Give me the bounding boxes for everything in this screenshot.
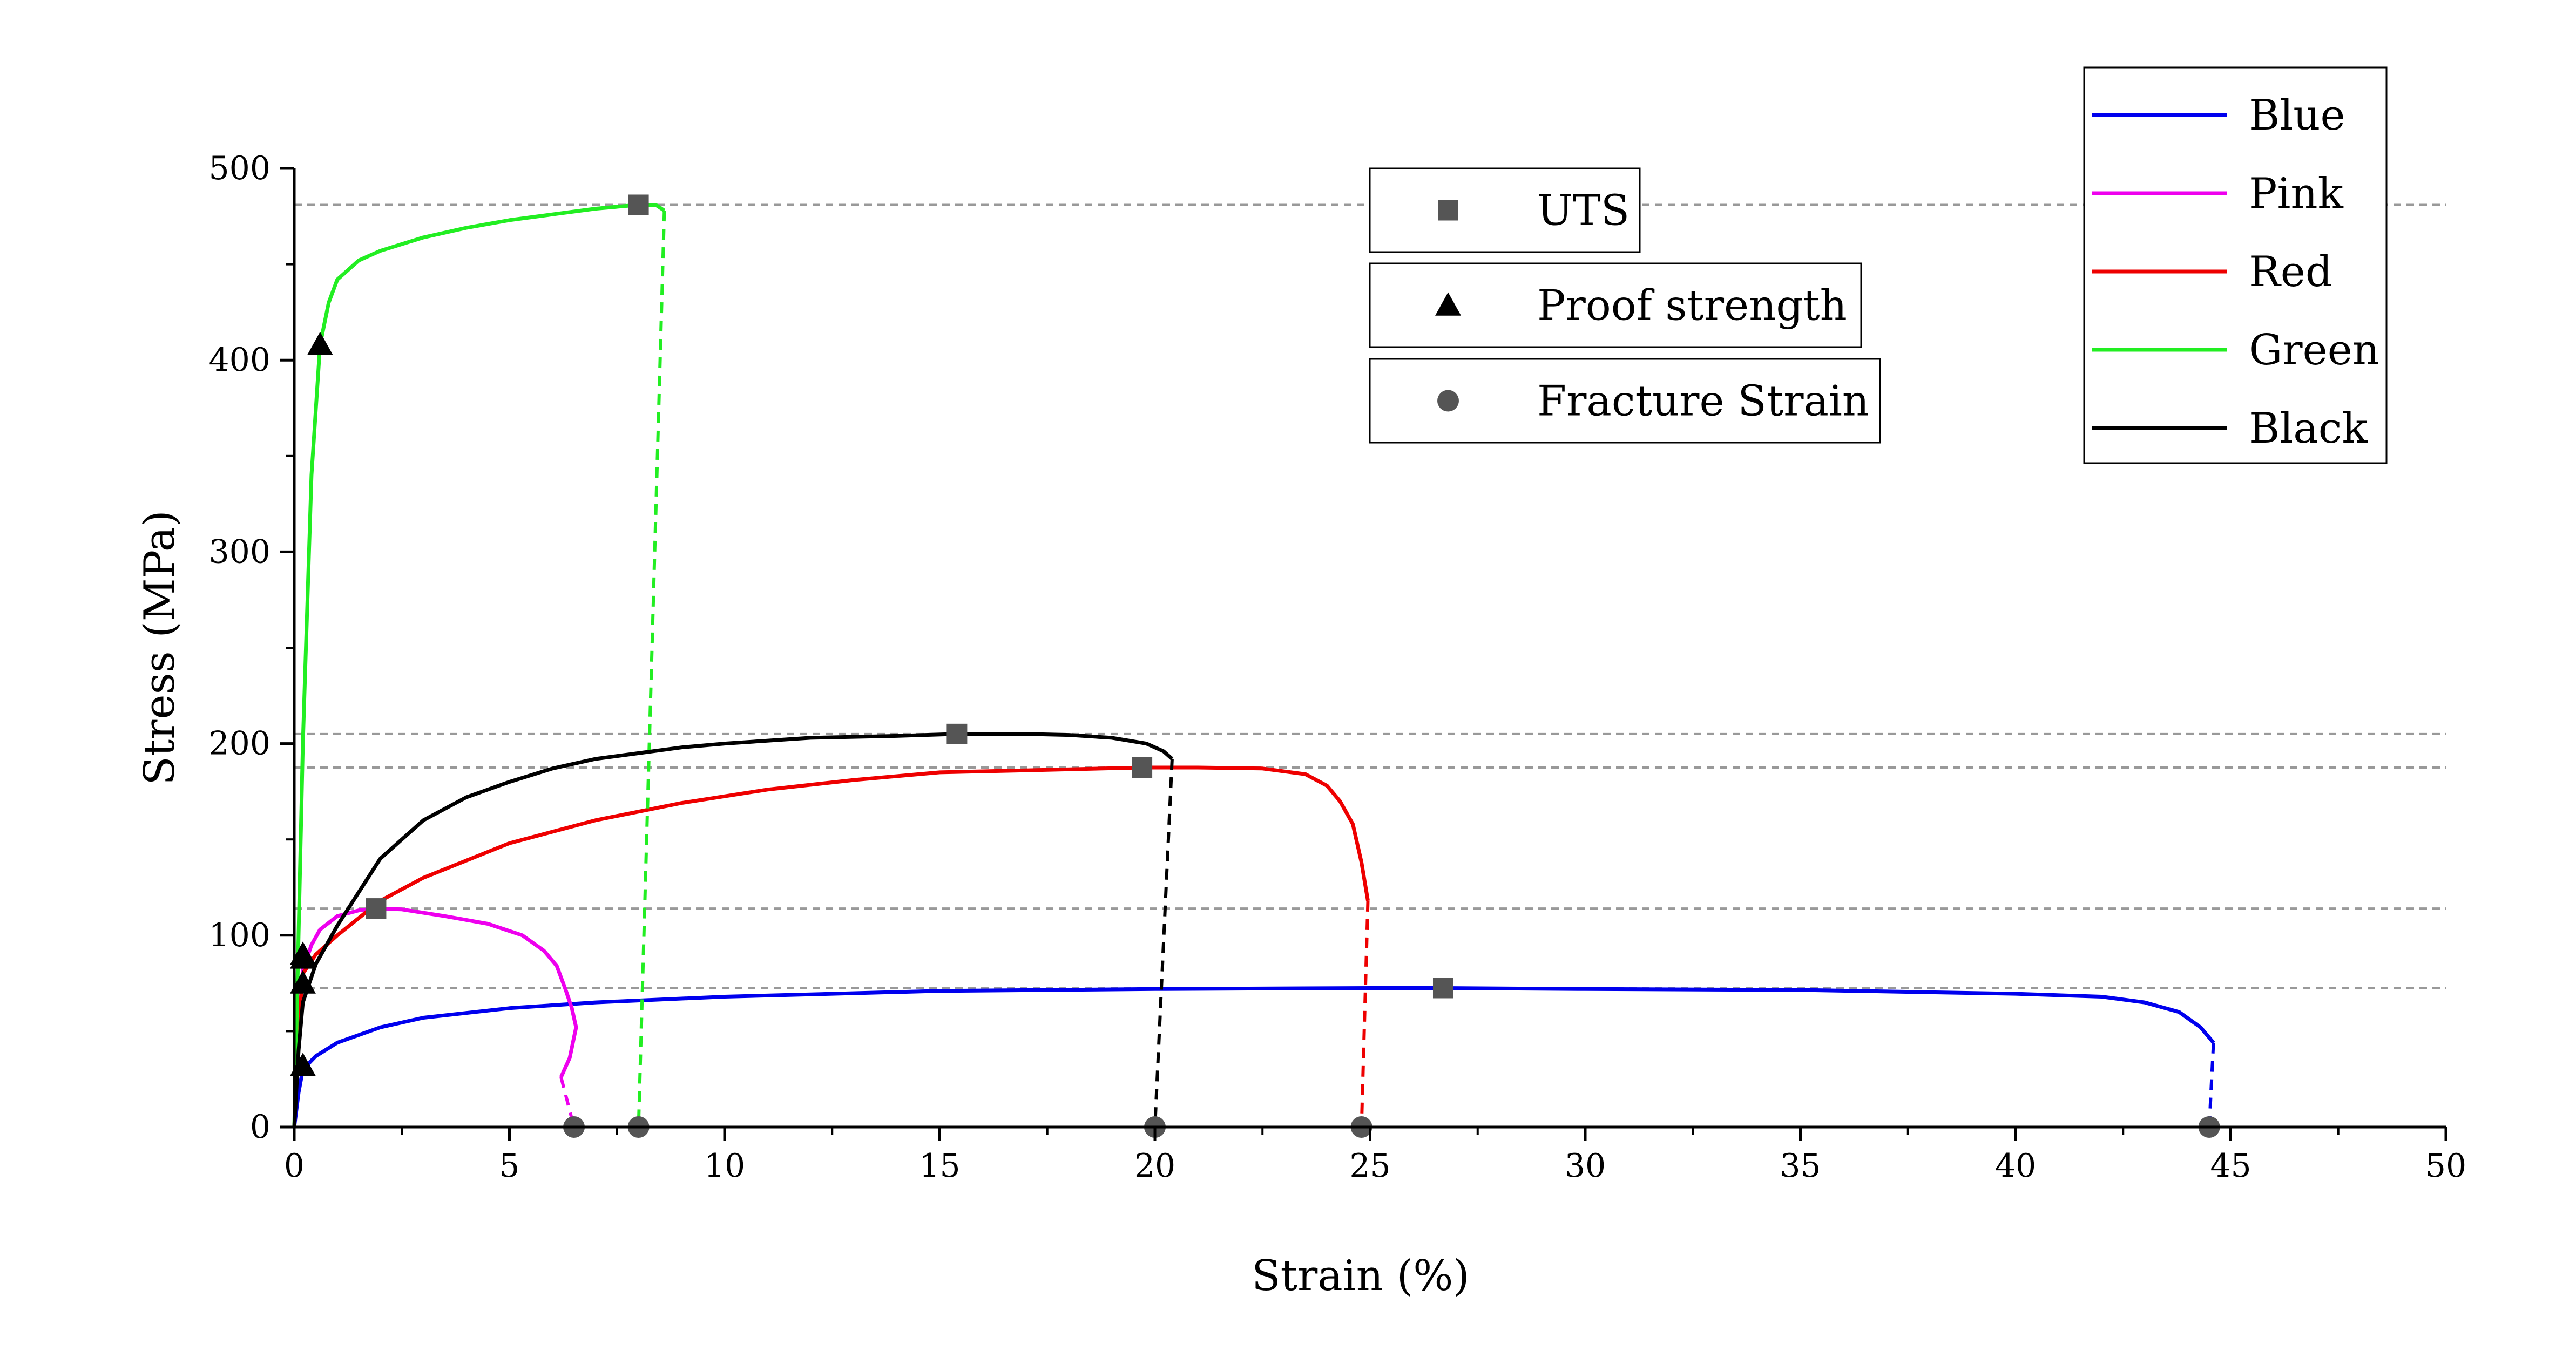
fracture-drop-black: [1153, 758, 1174, 1128]
series-legend-label: Black: [2249, 404, 2368, 453]
y-tick-label: 500: [208, 150, 271, 187]
x-tick-label: 15: [919, 1147, 960, 1185]
y-tick-label: 400: [208, 341, 271, 379]
x-tick-label: 5: [499, 1147, 519, 1185]
x-tick-label: 25: [1349, 1147, 1390, 1185]
marker-legend-label: Proof strength: [1537, 282, 1847, 330]
x-tick-label: 0: [284, 1147, 305, 1185]
marker-legend-box: [1369, 167, 1641, 253]
series-legend-label: Green: [2249, 326, 2379, 375]
series-legend-label: Pink: [2249, 169, 2344, 218]
marker-legend-label: Fracture Strain: [1537, 377, 1869, 426]
fracture-drop-blue: [2207, 1042, 2215, 1128]
uts-marker-red: [1132, 757, 1153, 778]
fracture-drop-green: [637, 211, 666, 1128]
series-layer: [292, 203, 2215, 1128]
marker-legend-box: [1369, 262, 1862, 348]
marker-legend-item-triangle: Proof strength: [1369, 262, 1862, 348]
marker-legend: UTS Proof strength Fracture Strain: [1369, 167, 1881, 444]
proof-strength-marker-green: [307, 331, 333, 355]
proof-strength-marker-blue: [289, 1053, 316, 1076]
y-tick-label: 200: [208, 725, 271, 763]
marker-legend-item-circle: Fracture Strain: [1369, 358, 1881, 444]
x-tick-label: 20: [1134, 1147, 1175, 1185]
series-legend-item-red: Red: [2092, 248, 2332, 296]
series-line-black: [292, 732, 1174, 1128]
series-legend-item-pink: Pink: [2092, 169, 2344, 218]
proof-strength-marker-pink: [289, 970, 316, 994]
uts-marker-black: [946, 723, 968, 744]
uts-marker-blue: [1432, 978, 1453, 999]
series-legend-label: Red: [2249, 248, 2332, 296]
series-legend-item-blue: Blue: [2092, 91, 2345, 140]
y-tick-label: 100: [208, 917, 271, 954]
fracture-drop-red: [1360, 900, 1370, 1128]
x-tick-label: 40: [1995, 1147, 2036, 1185]
uts-marker-green: [628, 194, 649, 215]
series-legend-box: [2083, 66, 2388, 464]
x-tick-label: 30: [1565, 1147, 1606, 1185]
marker-legend-square-icon: [1438, 200, 1458, 221]
series-line-pink: [292, 906, 578, 1128]
y-tick-label: 0: [250, 1108, 271, 1146]
proof-strength-marker-black: [289, 941, 316, 965]
x-axis-title: Strain (%): [1252, 1252, 1470, 1300]
x-tick-label: 10: [704, 1147, 745, 1185]
x-tick-label: 45: [2210, 1147, 2251, 1185]
x-tick-label: 35: [1780, 1147, 1821, 1185]
series-legend-label: Blue: [2249, 91, 2345, 140]
y-axis-title: Stress (MPa): [136, 510, 184, 785]
series-line-blue: [292, 986, 2215, 1128]
uts-marker-pink: [366, 898, 387, 919]
series-legend-item-black: Black: [2092, 404, 2368, 453]
marker-legend-item-square: UTS: [1369, 167, 1641, 253]
series-line-green: [292, 203, 666, 1128]
marker-legend-label: UTS: [1537, 187, 1630, 235]
x-tick-label: 50: [2425, 1147, 2466, 1185]
marker-legend-circle-icon: [1437, 390, 1459, 412]
series-legend-item-green: Green: [2092, 326, 2379, 375]
y-tick-label: 300: [208, 533, 271, 571]
marker-legend-triangle-icon: [1435, 292, 1461, 316]
series-legend: Blue Pink Red Green Black: [2083, 66, 2388, 464]
